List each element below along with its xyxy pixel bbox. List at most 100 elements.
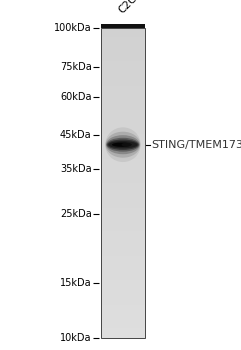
Bar	[101, 55, 145, 56]
Bar	[101, 185, 145, 186]
Bar	[101, 319, 145, 320]
Bar	[101, 258, 145, 259]
Bar	[101, 44, 145, 46]
Text: 25kDa: 25kDa	[60, 210, 92, 219]
Bar	[101, 259, 145, 260]
Bar	[101, 213, 145, 214]
Bar	[101, 337, 145, 338]
Bar	[101, 130, 145, 131]
Bar	[101, 193, 145, 194]
Bar	[101, 64, 145, 65]
Bar	[101, 30, 145, 31]
Bar	[101, 58, 145, 59]
Bar	[101, 144, 145, 145]
Bar	[101, 181, 145, 182]
Bar	[101, 161, 145, 162]
Bar	[101, 211, 145, 212]
Bar	[101, 84, 145, 85]
Bar	[101, 88, 145, 89]
Bar	[101, 146, 145, 147]
Bar	[101, 159, 145, 160]
Bar	[101, 50, 145, 51]
Bar	[101, 150, 145, 151]
Bar	[101, 54, 145, 55]
Bar	[101, 292, 145, 293]
Bar	[101, 112, 145, 113]
Bar	[101, 276, 145, 277]
Text: 45kDa: 45kDa	[60, 131, 92, 140]
Bar	[101, 170, 145, 172]
Bar	[101, 204, 145, 205]
Bar	[101, 179, 145, 180]
Bar	[101, 80, 145, 82]
Bar	[101, 129, 145, 130]
Bar	[101, 242, 145, 243]
Bar	[101, 296, 145, 298]
Bar	[101, 43, 145, 44]
Bar	[101, 155, 145, 156]
Bar	[101, 334, 145, 335]
Bar	[101, 300, 145, 301]
Bar	[101, 295, 145, 296]
Bar	[101, 183, 145, 184]
Bar	[101, 316, 145, 317]
Bar	[101, 138, 145, 139]
Bar	[101, 46, 145, 47]
Bar	[101, 210, 145, 211]
Bar	[101, 255, 145, 256]
Bar	[101, 102, 145, 103]
Bar	[101, 302, 145, 303]
Text: 10kDa: 10kDa	[60, 333, 92, 343]
Bar	[101, 219, 145, 220]
Bar	[101, 327, 145, 328]
Bar	[101, 103, 145, 104]
Bar	[101, 37, 145, 38]
Bar	[101, 190, 145, 191]
Bar	[101, 91, 145, 92]
Bar	[101, 222, 145, 223]
Bar	[101, 118, 145, 119]
Bar	[101, 201, 145, 202]
Bar	[101, 206, 145, 208]
Bar	[101, 76, 145, 77]
Bar	[101, 48, 145, 49]
Bar	[101, 198, 145, 200]
Text: C2C12: C2C12	[117, 0, 149, 15]
Bar	[101, 128, 145, 129]
Bar	[101, 174, 145, 175]
Bar	[101, 163, 145, 164]
Bar	[101, 318, 145, 319]
Bar	[101, 248, 145, 249]
Bar	[101, 225, 145, 226]
Bar	[101, 257, 145, 258]
Bar	[101, 212, 145, 213]
Ellipse shape	[105, 127, 141, 162]
Bar	[101, 142, 145, 144]
Bar	[101, 209, 145, 210]
Bar	[101, 275, 145, 276]
Bar	[101, 111, 145, 112]
Bar	[101, 268, 145, 270]
Bar	[101, 320, 145, 321]
Bar	[101, 321, 145, 322]
Bar	[101, 197, 145, 198]
Bar	[101, 293, 145, 294]
Bar	[101, 121, 145, 122]
Bar	[101, 192, 145, 193]
Bar	[101, 126, 145, 127]
Bar	[101, 173, 145, 174]
Bar	[101, 90, 145, 91]
Bar	[101, 310, 145, 311]
Bar	[101, 220, 145, 221]
Bar	[101, 244, 145, 245]
Bar	[101, 331, 145, 332]
Bar	[101, 116, 145, 117]
Bar	[101, 186, 145, 187]
Text: 35kDa: 35kDa	[60, 164, 92, 174]
Ellipse shape	[121, 143, 132, 147]
Bar	[101, 169, 145, 170]
Bar	[101, 114, 145, 115]
Bar	[101, 313, 145, 314]
Bar	[101, 191, 145, 192]
Bar	[101, 178, 145, 179]
